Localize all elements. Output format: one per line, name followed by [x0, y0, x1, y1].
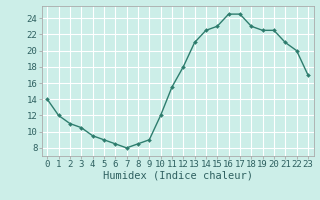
X-axis label: Humidex (Indice chaleur): Humidex (Indice chaleur): [103, 171, 252, 181]
